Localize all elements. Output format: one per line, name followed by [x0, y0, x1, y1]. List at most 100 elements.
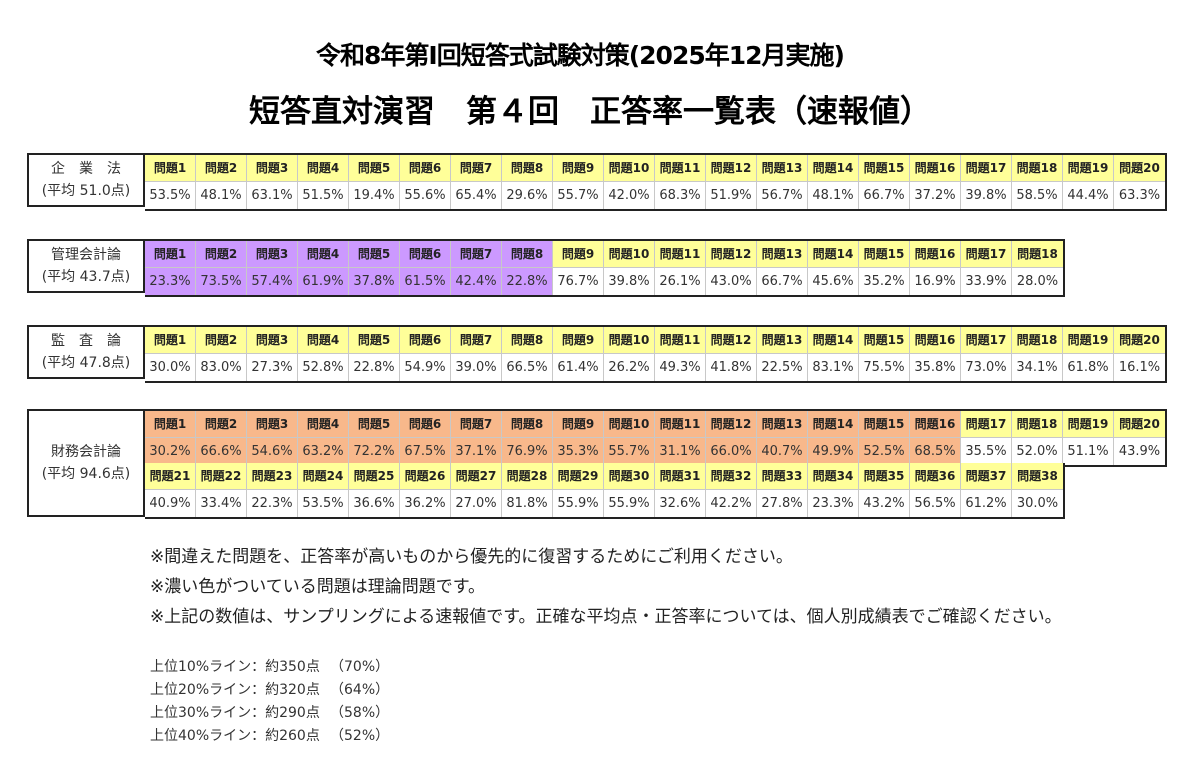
question-header: 問題18: [1012, 411, 1063, 438]
question-header: 問題14: [808, 411, 859, 438]
subject-average: (平均 94.6点): [41, 466, 131, 482]
correct-rate: 26.2%: [604, 354, 655, 381]
question-header: 問題6: [400, 241, 451, 268]
correct-rate: 40.9%: [145, 490, 196, 517]
question-header: 問題3: [247, 241, 298, 268]
subject-average: (平均 51.0点): [41, 183, 131, 199]
question-header: 問題15: [859, 411, 910, 438]
correct-rate: 66.7%: [859, 182, 910, 209]
question-header: 問題6: [400, 155, 451, 182]
question-header: 問題6: [400, 327, 451, 354]
correct-rate: 35.8%: [910, 354, 961, 381]
subject-name: 管理会計論: [51, 247, 121, 263]
question-header: 問題25: [349, 463, 400, 490]
question-header: 問題18: [1012, 155, 1063, 182]
correct-rate: 33.4%: [196, 490, 247, 517]
question-grid-row: 問題21 問題22 問題23 問題24 問題25 問題26 問題27 問題28 問題29 問題30…: [145, 463, 1065, 519]
correct-rate: 54.6%: [247, 438, 298, 465]
question-grid-row: 問題1 問題2 問題3 問題4 問題5 問題6 問題7 問題8 問題9 問題10 問題11 問題12 問…: [145, 153, 1167, 211]
correct-rate: 55.7%: [604, 438, 655, 465]
correct-rate: 39.0%: [451, 354, 502, 381]
score-line-top30: 上位30%ライン：約290点 （58%）: [150, 705, 390, 721]
question-header: 問題1: [145, 327, 196, 354]
subject-name: 監 査 論: [51, 333, 121, 349]
correct-rate: 22.3%: [247, 490, 298, 517]
question-header: 問題7: [451, 327, 502, 354]
question-header: 問題12: [706, 155, 757, 182]
question-header: 問題19: [1063, 411, 1114, 438]
question-header: 問題16: [910, 327, 961, 354]
correct-rate: 63.3%: [1114, 182, 1165, 209]
question-header: 問題16: [910, 241, 961, 268]
subject-average: (平均 43.7点): [41, 269, 131, 285]
score-line-top10: 上位10%ライン：約350点 （70%）: [150, 659, 390, 675]
question-header: 問題17: [961, 241, 1012, 268]
correct-rate: 49.9%: [808, 438, 859, 465]
correct-rate: 22.8%: [349, 354, 400, 381]
correct-rate: 53.5%: [298, 490, 349, 517]
notes: ※間違えた問題を、正答率が高いものから優先的に復習するためにご利用ください。 ※…: [150, 542, 1062, 632]
question-header: 問題16: [910, 155, 961, 182]
correct-rate: 83.1%: [808, 354, 859, 381]
correct-rate: 61.9%: [298, 268, 349, 295]
correct-rate: 73.0%: [961, 354, 1012, 381]
score-line-top40: 上位40%ライン：約260点 （52%）: [150, 728, 390, 744]
correct-rate: 16.9%: [910, 268, 961, 295]
question-header: 問題24: [298, 463, 349, 490]
question-header: 問題7: [451, 155, 502, 182]
correct-rate: 56.7%: [757, 182, 808, 209]
correct-rate: 37.1%: [451, 438, 502, 465]
question-header: 問題7: [451, 241, 502, 268]
correct-rate: 58.5%: [1012, 182, 1063, 209]
question-header: 問題17: [961, 327, 1012, 354]
question-header: 問題36: [910, 463, 961, 490]
question-header: 問題2: [196, 411, 247, 438]
question-header: 問題9: [553, 155, 604, 182]
correct-rate: 49.3%: [655, 354, 706, 381]
correct-rate: 41.8%: [706, 354, 757, 381]
question-header: 問題1: [145, 155, 196, 182]
question-header: 問題13: [757, 411, 808, 438]
question-header: 問題18: [1012, 327, 1063, 354]
question-header: 問題1: [145, 241, 196, 268]
subject-label: 監 査 論 (平均 47.8点): [27, 325, 145, 379]
correct-rate: 63.2%: [298, 438, 349, 465]
question-header: 問題14: [808, 241, 859, 268]
question-header: 問題3: [247, 155, 298, 182]
question-header: 問題33: [757, 463, 808, 490]
document-title: 令和8年第Ⅰ回短答式試験対策(2025年12月実施): [316, 41, 845, 70]
correct-rate: 27.0%: [451, 490, 502, 517]
question-header: 問題22: [196, 463, 247, 490]
correct-rate: 22.8%: [502, 268, 553, 295]
correct-rate: 39.8%: [961, 182, 1012, 209]
correct-rate: 66.5%: [502, 354, 553, 381]
correct-rate: 29.6%: [502, 182, 553, 209]
question-header: 問題13: [757, 327, 808, 354]
question-header: 問題11: [655, 327, 706, 354]
correct-rate: 37.2%: [910, 182, 961, 209]
correct-rate: 68.5%: [910, 438, 961, 465]
correct-rate: 34.1%: [1012, 354, 1063, 381]
question-header: 問題8: [502, 155, 553, 182]
note-review-priority: ※間違えた問題を、正答率が高いものから優先的に復習するためにご利用ください。: [150, 547, 793, 567]
correct-rate: 40.7%: [757, 438, 808, 465]
correct-rate: 55.7%: [553, 182, 604, 209]
question-header: 問題11: [655, 241, 706, 268]
correct-rate: 42.4%: [451, 268, 502, 295]
score-lines: 上位10%ライン：約350点 （70%） 上位20%ライン：約320点 （64%） …: [150, 656, 389, 748]
correct-rate: 52.0%: [1012, 438, 1063, 465]
correct-rate: 43.2%: [859, 490, 910, 517]
correct-rate: 66.7%: [757, 268, 808, 295]
question-header: 問題5: [349, 327, 400, 354]
question-header: 問題5: [349, 155, 400, 182]
question-header: 問題19: [1063, 327, 1114, 354]
question-header: 問題38: [1012, 463, 1063, 490]
correct-rate: 52.8%: [298, 354, 349, 381]
correct-rate: 42.0%: [604, 182, 655, 209]
question-header: 問題20: [1114, 155, 1165, 182]
subject-name: 企 業 法: [51, 161, 121, 177]
question-header: 問題8: [502, 241, 553, 268]
correct-rate: 68.3%: [655, 182, 706, 209]
question-header: 問題12: [706, 411, 757, 438]
correct-rate: 72.2%: [349, 438, 400, 465]
